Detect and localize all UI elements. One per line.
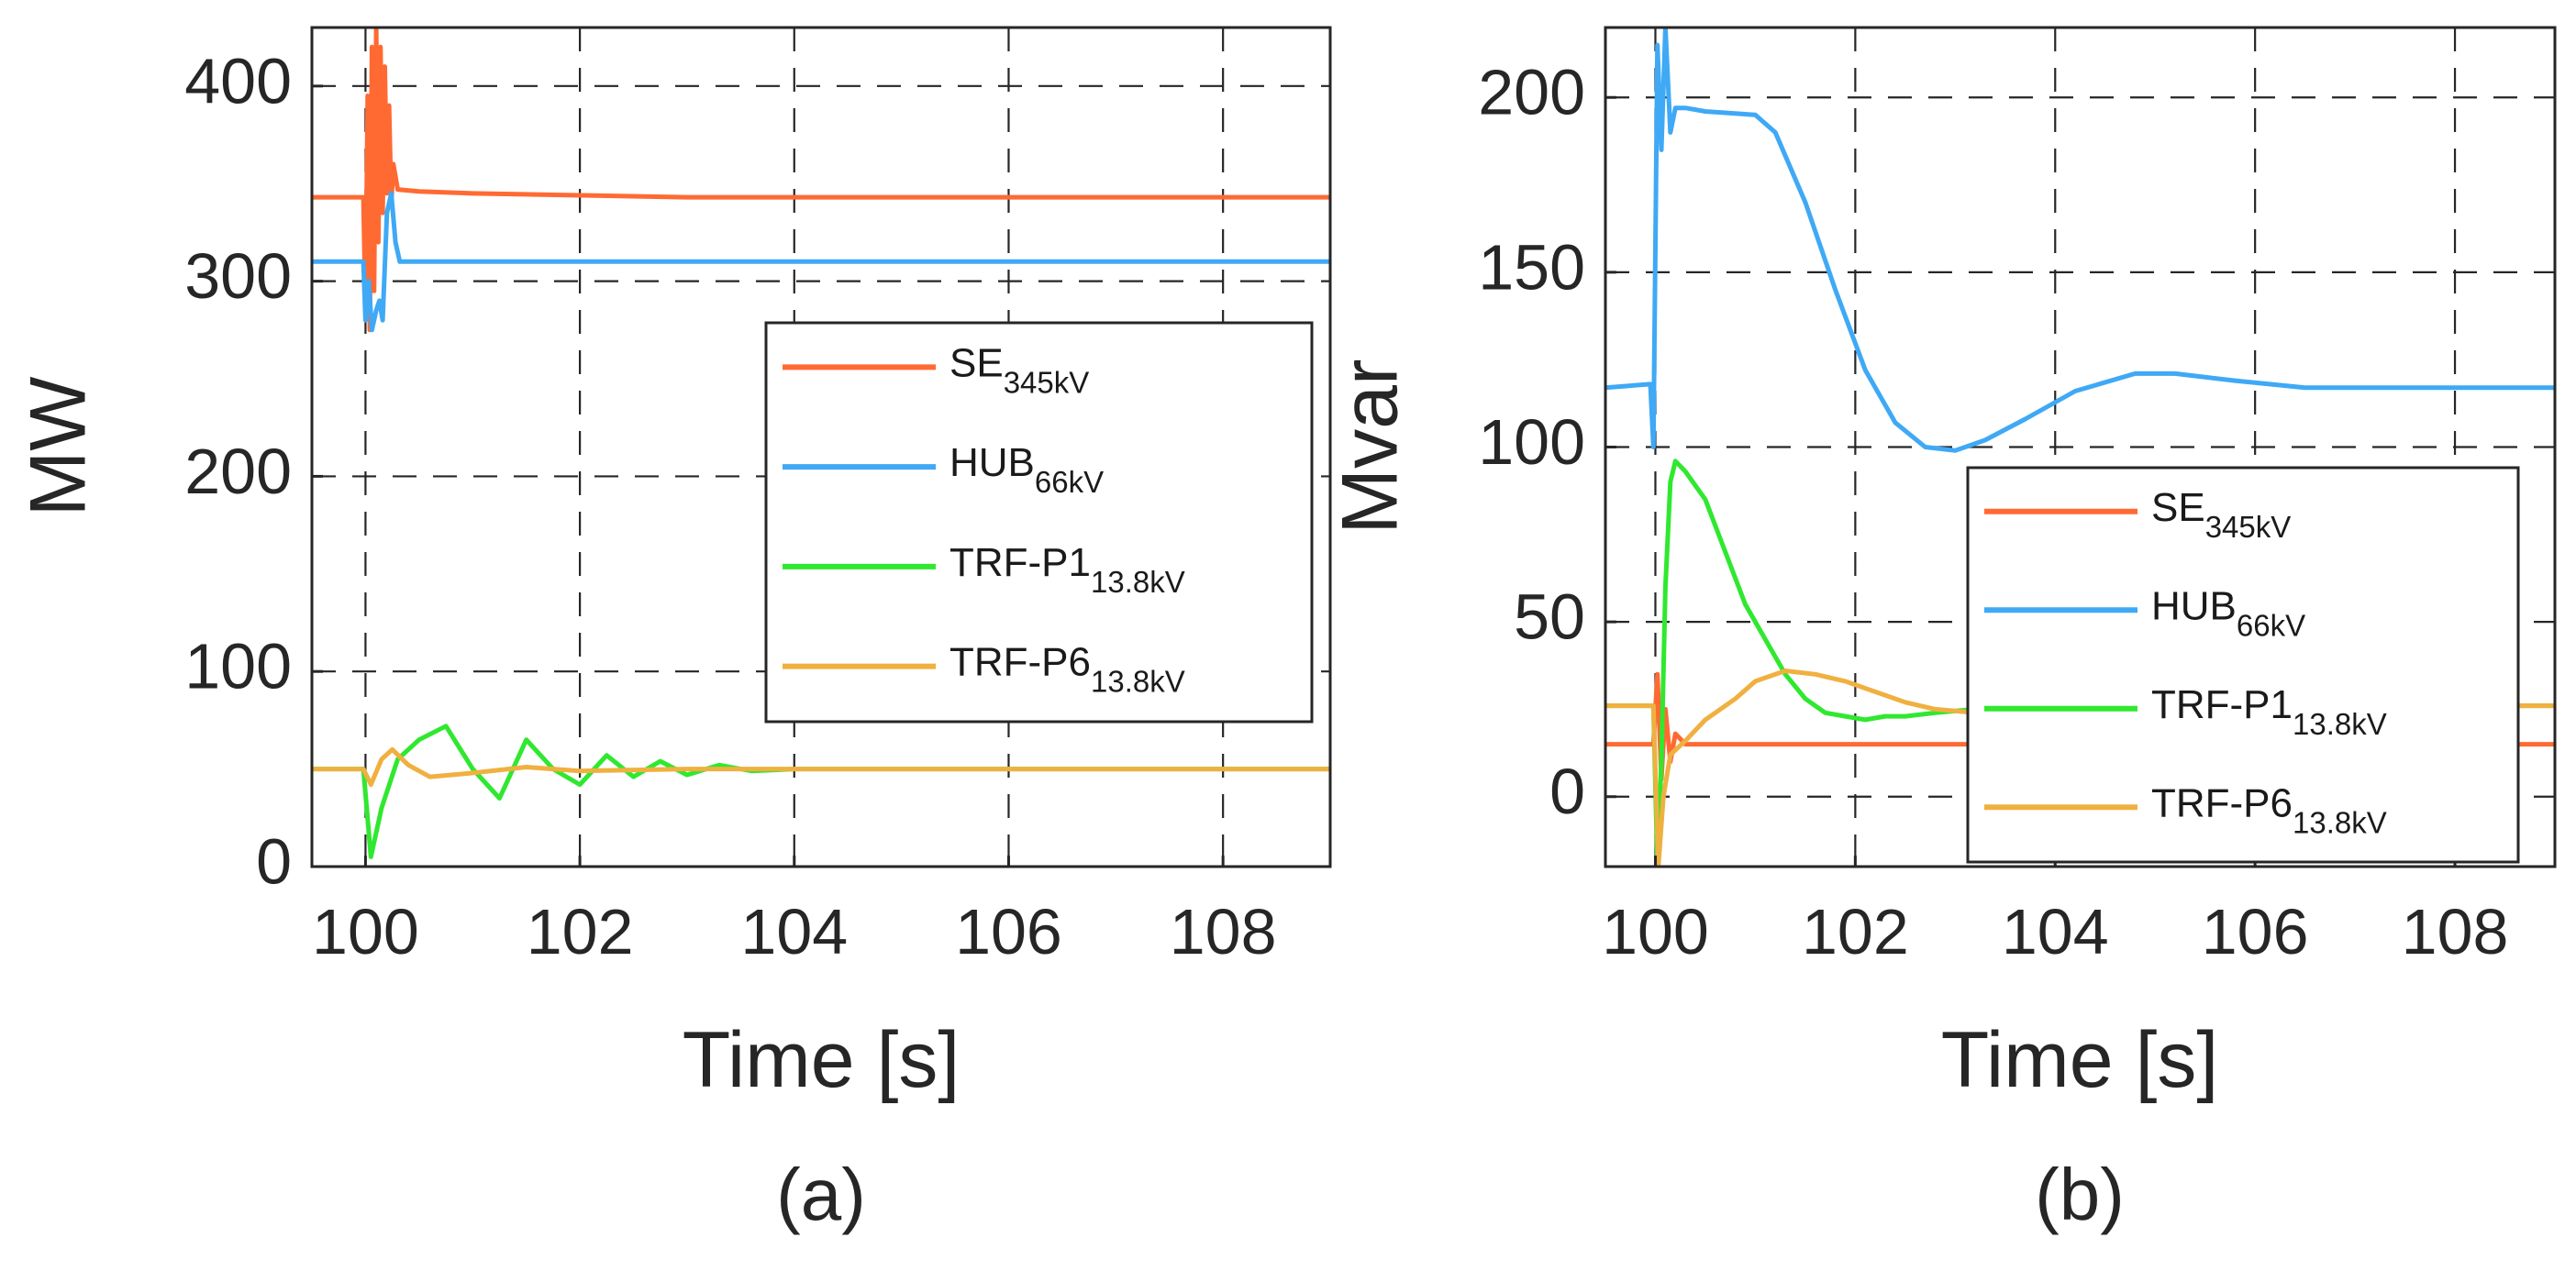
- legend-label-hub: HUB66kV: [2151, 583, 2305, 642]
- y-tick-label: 300: [184, 240, 292, 312]
- panel-a: 100 102 104 106 108 0 100 200 300 400 MW Time [s]…: [15, 26, 1332, 1235]
- legend-a: SE345kV HUB66kV TRF-P113.8kV TRF-P613.8kV: [764, 321, 1314, 724]
- legend-box-a: [764, 321, 1314, 724]
- series-line-se: [312, 28, 1330, 333]
- series-line-trf-p1: [312, 724, 1330, 859]
- x-tick-label: 106: [955, 896, 1062, 967]
- series-a: [312, 28, 1330, 859]
- x-axis-label-b: Time [s]: [1941, 1016, 2219, 1104]
- y-tick-label: 100: [184, 631, 292, 702]
- x-tick-label: 104: [2002, 896, 2109, 967]
- series-line-trf-p6: [312, 746, 1330, 788]
- caption-b: (b): [2035, 1154, 2125, 1235]
- caption-a: (a): [776, 1154, 866, 1235]
- ticks-a: 100 102 104 106 108 0 100 200 300 400: [184, 45, 1276, 967]
- x-tick-label: 108: [1170, 896, 1277, 967]
- x-tick-label: 102: [527, 896, 634, 967]
- series-line-hub: [1605, 28, 2555, 453]
- y-tick-label: 100: [1478, 406, 1585, 478]
- legend-label-hub: HUB66kV: [949, 440, 1104, 499]
- y-axis-label-b: Mvar: [1327, 359, 1415, 534]
- legend-label-trf-p1: TRF-P113.8kV: [949, 540, 1185, 599]
- x-tick-label: 108: [2402, 896, 2509, 967]
- legend-label-trf-p1: TRF-P113.8kV: [2151, 682, 2387, 741]
- series-line-trf-p1: [1605, 459, 2555, 867]
- y-tick-label: 200: [184, 436, 292, 507]
- series-line-hub: [312, 191, 1330, 333]
- legend-label-trf-p6: TRF-P613.8kV: [2151, 780, 2387, 839]
- x-axis-label-a: Time [s]: [683, 1016, 960, 1104]
- panel-b: 100 102 104 106 108 0 50 100 150 200 Mvar Time [s…: [1327, 26, 2557, 1235]
- y-axis-label-a: MW: [15, 377, 103, 517]
- legend-box-b: [1966, 466, 2520, 864]
- ticks-b: 100 102 104 106 108 0 50 100 150 200: [1478, 57, 2508, 967]
- legend-label-se: SE345kV: [949, 340, 1089, 399]
- x-tick-label: 104: [740, 896, 848, 967]
- x-tick-label: 102: [1802, 896, 1909, 967]
- y-tick-label: 0: [256, 825, 292, 897]
- x-tick-label: 100: [1602, 896, 1709, 967]
- y-tick-label: 0: [1549, 756, 1585, 827]
- legend-label-se: SE345kV: [2151, 485, 2291, 544]
- y-tick-label: 150: [1478, 231, 1585, 303]
- x-tick-label: 106: [2202, 896, 2309, 967]
- y-tick-label: 400: [184, 45, 292, 116]
- y-tick-label: 200: [1478, 57, 1585, 128]
- x-tick-label: 100: [312, 896, 419, 967]
- plot-frame-a: [310, 26, 1332, 868]
- y-tick-label: 50: [1514, 581, 1585, 653]
- legend-b: SE345kV HUB66kV TRF-P113.8kV TRF-P613.8kV: [1966, 466, 2520, 864]
- legend-label-trf-p6: TRF-P613.8kV: [949, 640, 1185, 699]
